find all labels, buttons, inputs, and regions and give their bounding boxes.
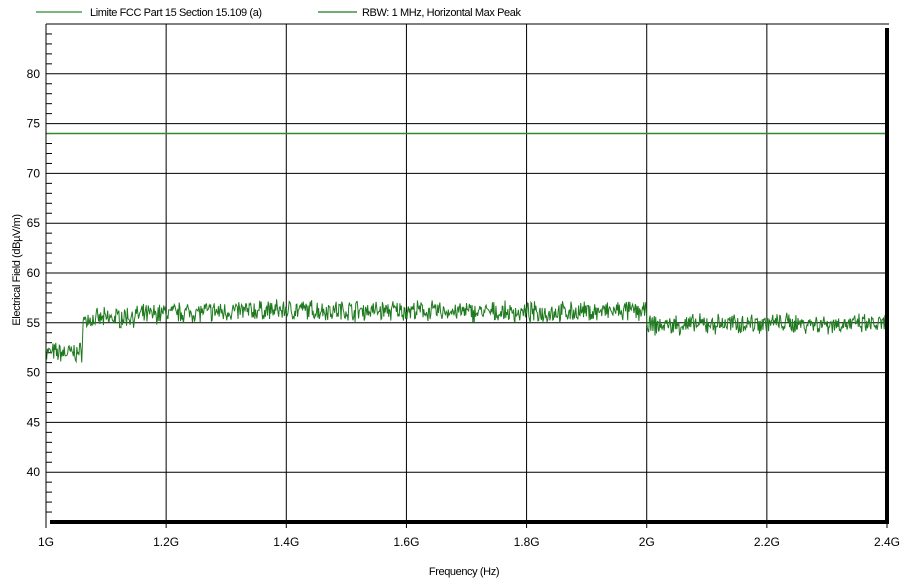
legend: Limite FCC Part 15 Section 15.109 (a) RB… <box>36 7 522 19</box>
y-tick-label: 50 <box>27 366 41 380</box>
x-tick-label: 2.4G <box>874 535 900 549</box>
y-tick-label: 65 <box>27 216 41 230</box>
y-tick-labels: 40 45 50 55 60 65 70 75 80 <box>27 67 41 479</box>
x-tick-label: 1.6G <box>393 535 419 549</box>
x-tick-label: 1.2G <box>153 535 179 549</box>
x-axis-title: Frequency (Hz) <box>429 566 499 578</box>
y-tick-label: 45 <box>27 415 41 429</box>
gridlines <box>45 24 888 528</box>
x-tick-label: 1.4G <box>273 535 299 549</box>
x-tick-label: 2G <box>639 535 655 549</box>
y-tick-label: 70 <box>27 166 41 180</box>
x-tick-label: 1G <box>38 535 54 549</box>
y-tick-label: 60 <box>27 266 41 280</box>
y-tick-label: 75 <box>27 117 41 131</box>
legend-label-measurement: RBW: 1 MHz, Horizontal Max Peak <box>362 7 521 19</box>
y-tick-label: 80 <box>27 67 41 81</box>
x-tick-label: 1.8G <box>514 535 540 549</box>
series-layer <box>45 132 888 364</box>
y-tick-label: 55 <box>27 316 41 330</box>
legend-label-limit: Limite FCC Part 15 Section 15.109 (a) <box>90 7 262 19</box>
series-line-measurement <box>45 299 888 364</box>
y-tick-label: 40 <box>27 465 41 479</box>
y-axis-title: Electrical Field (dBµV/m) <box>11 214 23 325</box>
x-tick-label: 2.2G <box>754 535 780 549</box>
x-tick-labels: 1G 1.2G 1.4G 1.6G 1.8G 2G 2.2G 2.4G <box>38 535 900 549</box>
